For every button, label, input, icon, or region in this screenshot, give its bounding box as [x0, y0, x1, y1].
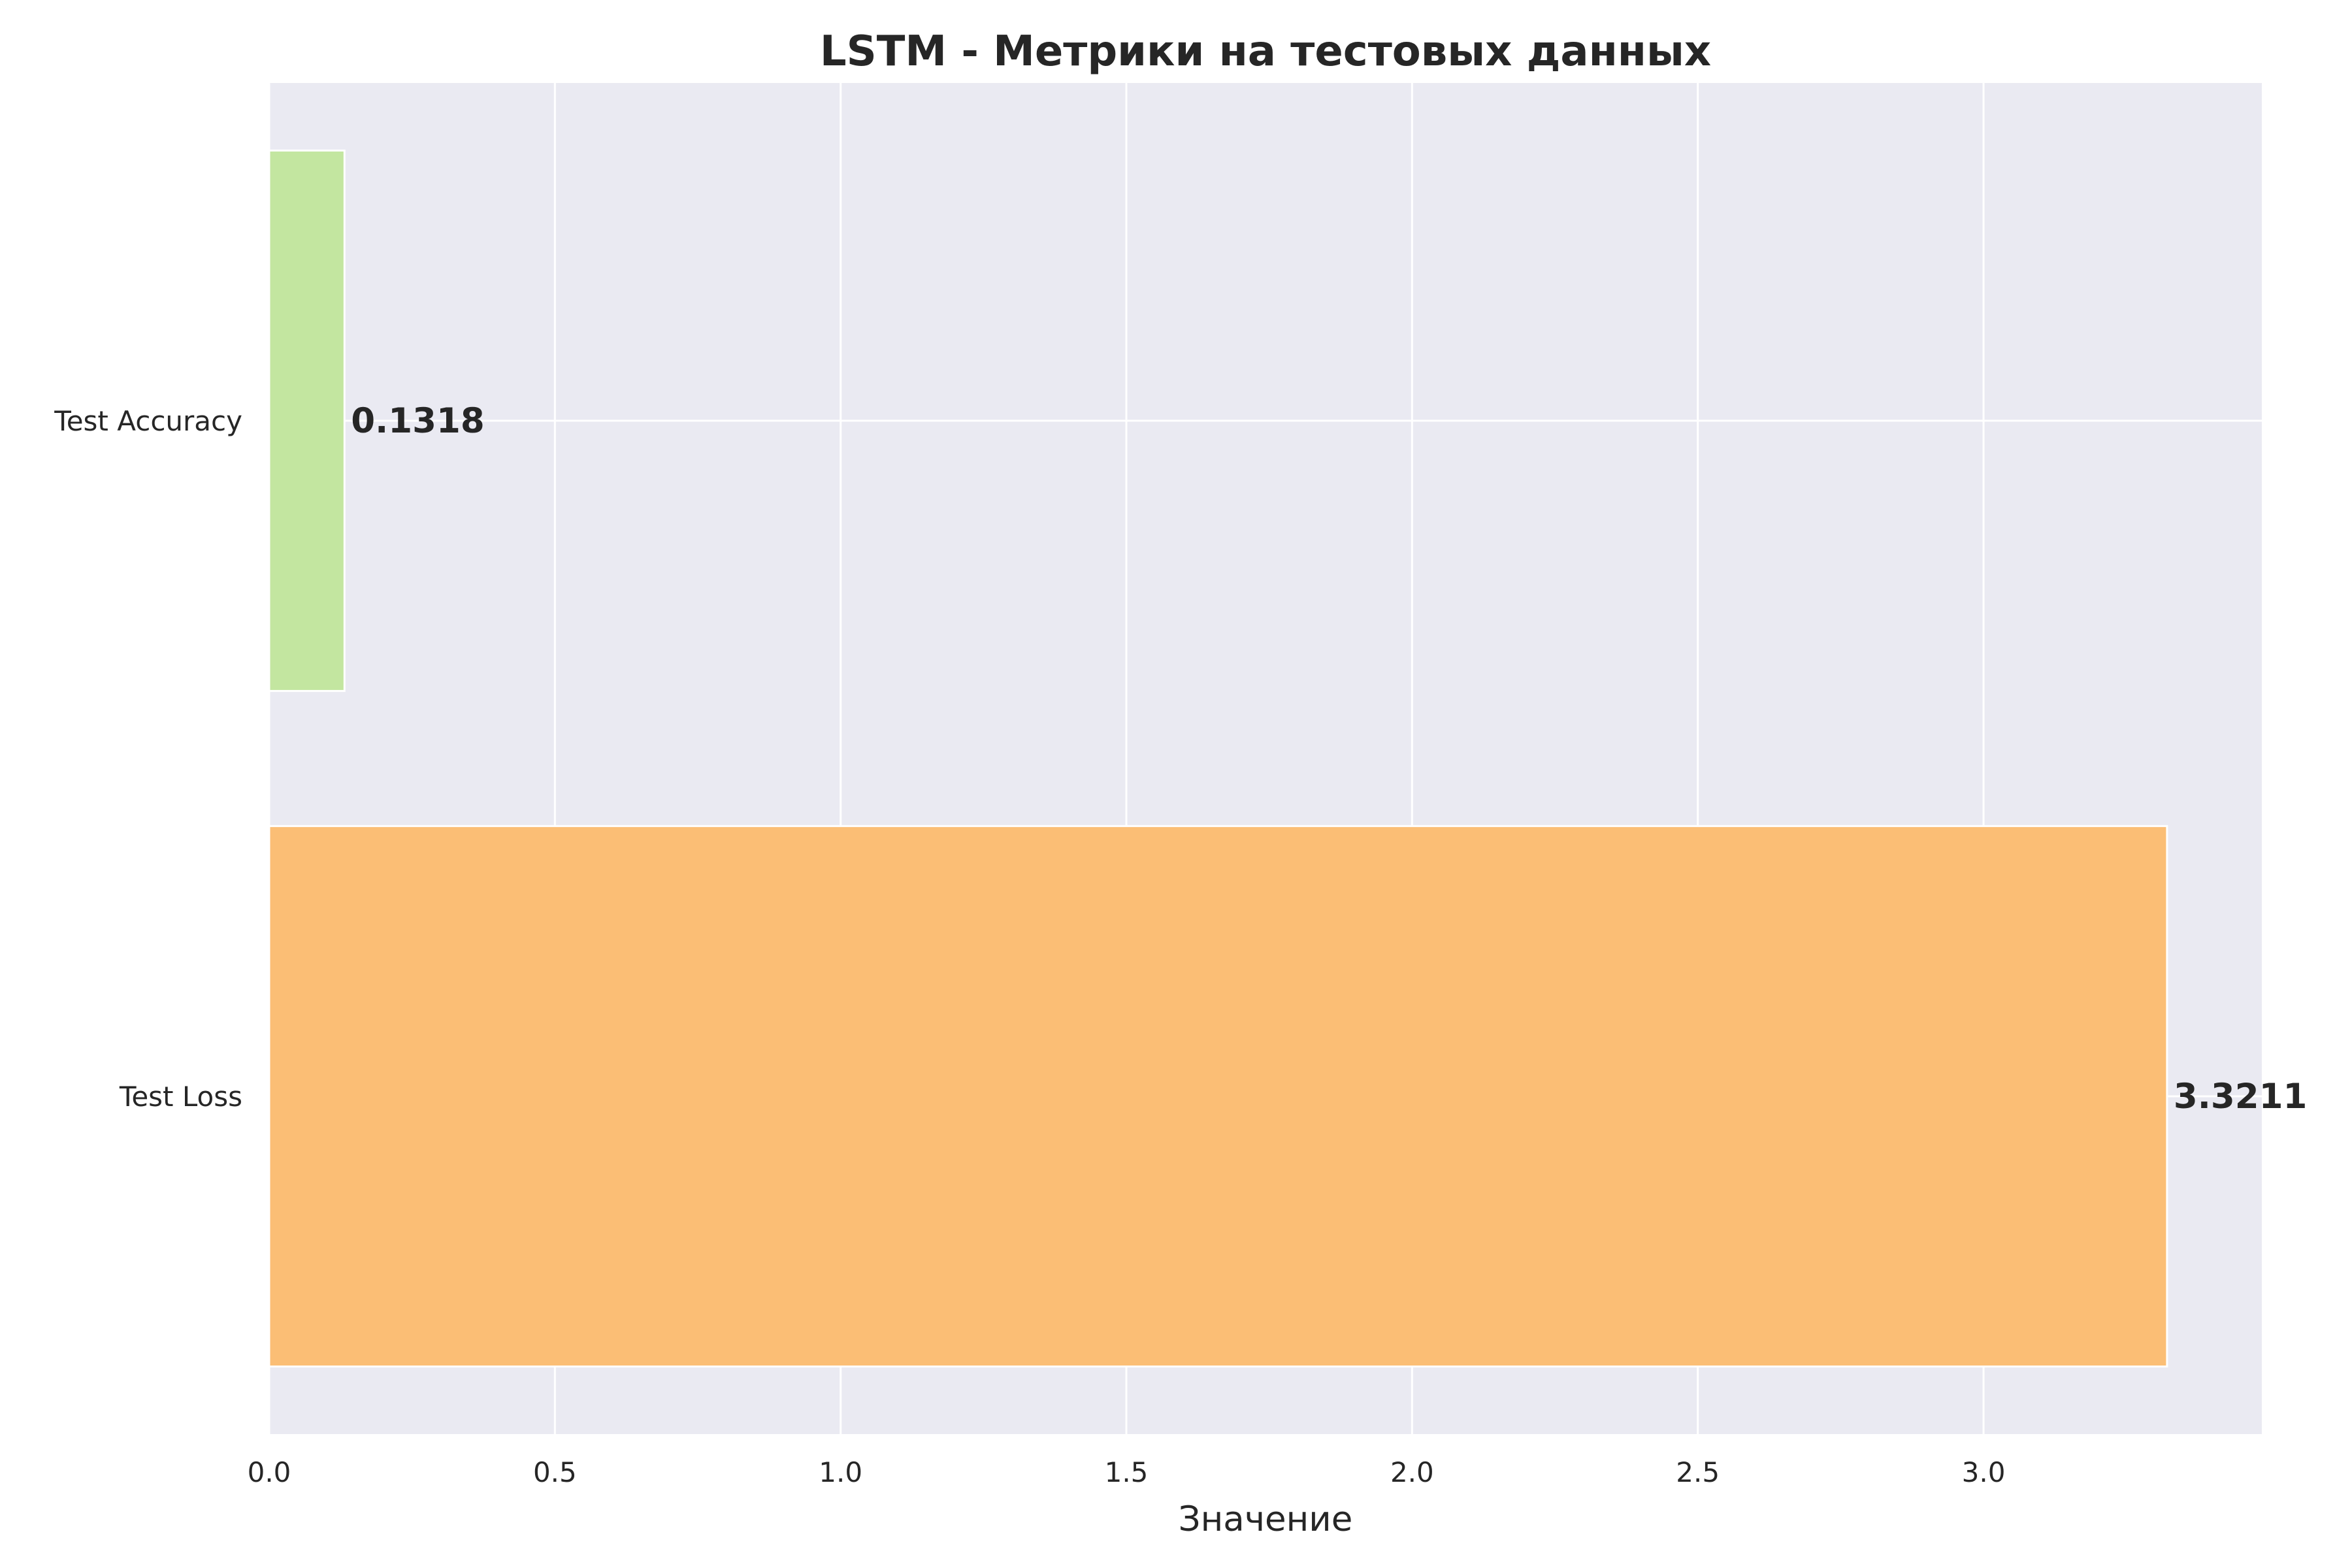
bar-layer — [268, 149, 2168, 1368]
x-tick-label: 2.0 — [1390, 1456, 1434, 1488]
x-tick-label: 1.5 — [1105, 1456, 1149, 1488]
chart-title: LSTM - Метрики на тестовых данных — [820, 27, 1711, 76]
bar-value-label: 0.1318 — [351, 401, 485, 441]
x-tick-label: 1.0 — [819, 1456, 862, 1488]
y-tick-label: Test Loss — [119, 1081, 242, 1113]
x-axis-label: Значение — [1179, 1499, 1353, 1539]
bar — [268, 149, 346, 693]
x-tick-label: 0.0 — [248, 1456, 291, 1488]
x-tick-label: 3.0 — [1962, 1456, 2006, 1488]
x-tick-label: 0.5 — [533, 1456, 577, 1488]
x-tick-label: 2.5 — [1676, 1456, 1720, 1488]
bar — [268, 825, 2168, 1368]
y-tick-label: Test Accuracy — [54, 405, 242, 437]
label-layer: 0.0 0.5 1.0 1.5 2.0 2.5 3.0 0.1318 Test Accuracy… — [54, 401, 2307, 1488]
bar-value-label: 3.3211 — [2174, 1077, 2308, 1117]
